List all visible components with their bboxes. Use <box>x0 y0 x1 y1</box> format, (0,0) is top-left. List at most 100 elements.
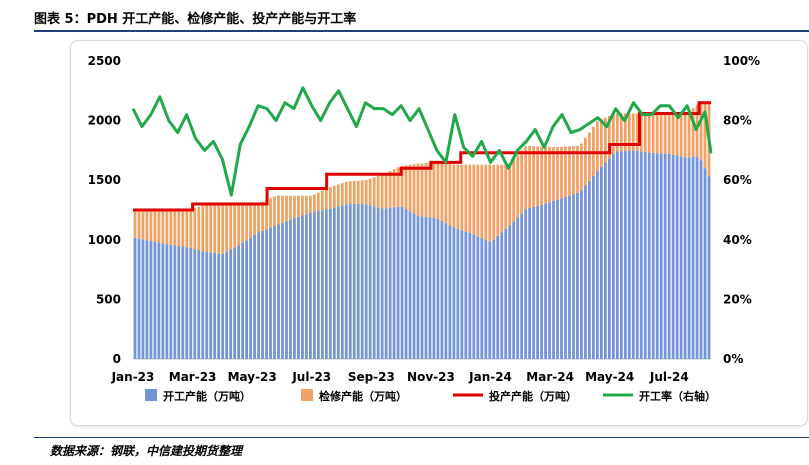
maintenance-capacity-bar <box>277 195 280 225</box>
operating-capacity-bar <box>265 229 268 359</box>
maintenance-capacity-bar <box>556 146 559 200</box>
operating-capacity-bar <box>273 226 276 359</box>
maintenance-capacity-bar <box>261 201 264 231</box>
x-tick-label: Jul-23 <box>291 370 331 384</box>
maintenance-capacity-bar <box>412 164 416 214</box>
operating-capacity-bar <box>253 235 256 359</box>
operating-capacity-bar <box>269 227 272 359</box>
maintenance-capacity-bar <box>225 204 229 252</box>
operating-capacity-bar <box>635 150 639 359</box>
maintenance-capacity-bar <box>528 145 532 208</box>
maintenance-capacity-bar <box>165 210 169 245</box>
maintenance-capacity-bar <box>273 196 276 227</box>
maintenance-capacity-bar <box>619 113 623 152</box>
operating-capacity-bar <box>695 156 699 359</box>
maintenance-capacity-bar <box>580 143 583 191</box>
operating-capacity-bar <box>584 185 587 359</box>
operating-capacity-bar <box>472 234 476 359</box>
maintenance-capacity-bar <box>201 205 205 252</box>
operating-capacity-bar <box>592 175 595 359</box>
maintenance-capacity-bar <box>328 187 332 209</box>
maintenance-capacity-bar <box>153 210 157 242</box>
operating-capacity-bar <box>205 252 209 359</box>
operating-capacity-bar <box>388 207 392 359</box>
legend-swatch-maintenance <box>301 389 313 401</box>
maintenance-capacity-bar <box>607 115 611 159</box>
operating-capacity-bar <box>404 209 408 359</box>
maintenance-capacity-bar <box>576 145 579 193</box>
maintenance-capacity-bar <box>564 146 567 197</box>
maintenance-capacity-bar <box>476 164 480 237</box>
maintenance-capacity-bar <box>237 204 241 246</box>
maintenance-capacity-bar <box>209 205 213 253</box>
maintenance-capacity-bar <box>137 210 141 239</box>
maintenance-capacity-bar <box>428 162 432 218</box>
operating-capacity-bar <box>328 208 332 359</box>
operating-capacity-bar <box>149 241 153 359</box>
maintenance-capacity-bar <box>404 165 408 210</box>
maintenance-capacity-bar <box>643 113 647 152</box>
maintenance-capacity-bar <box>420 163 424 217</box>
operating-capacity-bar <box>476 236 480 359</box>
maintenance-capacity-bar <box>464 164 468 232</box>
operating-capacity-bar <box>289 219 292 359</box>
maintenance-capacity-bar <box>432 162 436 218</box>
maintenance-capacity-bar <box>193 207 197 250</box>
operating-capacity-bar <box>193 249 197 359</box>
maintenance-capacity-bar <box>356 180 360 205</box>
operating-capacity-bar <box>651 152 655 359</box>
operating-capacity-bar <box>683 157 687 359</box>
operating-capacity-bar <box>177 245 181 359</box>
maintenance-capacity-bar <box>217 205 221 254</box>
operating-capacity-bar <box>225 251 229 359</box>
maintenance-capacity-bar <box>675 113 679 156</box>
operating-capacity-bar <box>197 250 201 359</box>
maintenance-capacity-bar <box>599 119 603 167</box>
maintenance-capacity-bar <box>281 195 284 223</box>
operating-capacity-bar <box>687 157 691 359</box>
operating-capacity-bar <box>133 237 137 359</box>
operating-capacity-bar <box>691 156 695 359</box>
maintenance-capacity-bar <box>344 181 348 205</box>
maintenance-capacity-bar <box>687 111 691 158</box>
operating-capacity-bar <box>707 176 711 359</box>
y-left-tick-label: 2500 <box>88 54 121 68</box>
operating-capacity-bar <box>189 248 193 359</box>
report-header: 图表 5：PDH 开工产能、检修产能、投产产能与开工率 <box>0 0 809 34</box>
footer-divider <box>34 437 809 438</box>
operating-capacity-bar <box>564 196 567 359</box>
operating-capacity-bar <box>217 253 221 359</box>
maintenance-capacity-bar <box>181 210 185 247</box>
operating-capacity-bar <box>548 202 551 359</box>
operating-capacity-bar <box>655 153 659 359</box>
operating-capacity-bar <box>496 235 500 359</box>
utilization-rate-line <box>131 86 713 197</box>
operating-capacity-bar <box>356 204 360 359</box>
operating-capacity-bar <box>520 213 524 359</box>
operating-capacity-bar <box>340 205 344 359</box>
operating-capacity-bar <box>332 207 336 359</box>
operating-capacity-bar <box>368 205 372 359</box>
maintenance-capacity-bar <box>568 146 571 196</box>
maintenance-capacity-bar <box>484 164 488 240</box>
operating-capacity-bar <box>436 218 440 359</box>
maintenance-capacity-bar <box>540 146 543 205</box>
maintenance-capacity-bar <box>241 204 245 243</box>
maintenance-capacity-bar <box>348 181 352 205</box>
operating-capacity-bar <box>169 244 173 359</box>
maintenance-capacity-bar <box>305 195 308 215</box>
maintenance-capacity-bar <box>595 121 599 172</box>
operating-capacity-bar <box>492 239 496 359</box>
y-left-tick-label: 2000 <box>88 114 121 128</box>
operating-capacity-bar <box>261 230 264 359</box>
operating-capacity-bar <box>500 232 504 359</box>
y-right-tick-label: 20% <box>723 292 752 306</box>
maintenance-capacity-bar <box>560 146 563 199</box>
maintenance-capacity-bar <box>691 108 695 157</box>
operating-capacity-bar <box>643 151 647 359</box>
operating-capacity-bar <box>544 203 547 359</box>
operating-capacity-bar <box>576 192 579 359</box>
x-tick-label: Nov-23 <box>407 370 455 384</box>
operating-capacity-bar <box>647 152 651 359</box>
maintenance-capacity-bar <box>312 194 316 212</box>
